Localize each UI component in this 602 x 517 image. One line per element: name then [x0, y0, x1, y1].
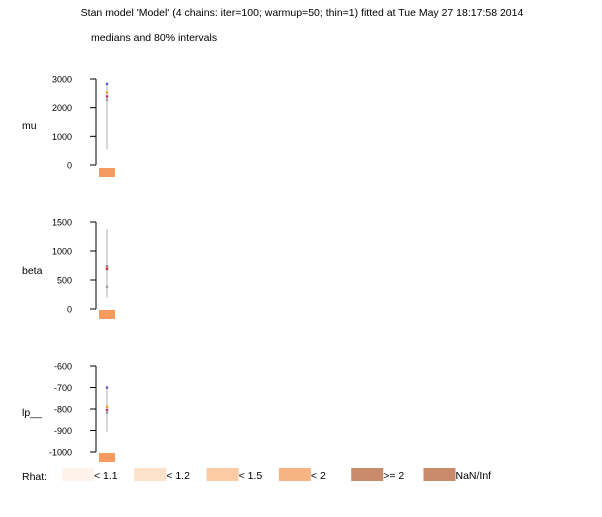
rhat-legend: Rhat: < 1.1 < 1.2 < 1.5 < 2 >= 2 NaN/Inf [22, 468, 491, 483]
panel-lp: lp__ -1000 -900 -800 -700 -600 [22, 362, 115, 462]
rhat-legend-item: < 2 [278, 468, 326, 482]
y-tick-label: 1000 [52, 247, 72, 257]
chart-title: Stan model 'Model' (4 chains: iter=100; … [81, 7, 524, 19]
parameter-label: lp__ [22, 407, 42, 419]
parameter-panels: mu 0 1000 2000 3000 beta 0 500 1000 1500 lp__ -1000… [22, 75, 115, 462]
rhat-legend-swatch [278, 468, 311, 481]
rhat-legend-title: Rhat: [22, 471, 47, 483]
chain-median-point [105, 82, 109, 86]
chain-median-point [105, 95, 109, 98]
rhat-legend-swatch [62, 468, 94, 481]
y-tick-label: 3000 [52, 75, 72, 85]
y-tick-label: 1000 [52, 132, 72, 142]
chain-median-point [105, 411, 109, 415]
rhat-legend-item: < 1.1 [62, 468, 118, 482]
y-tick-label: 500 [57, 276, 72, 286]
chain-median-point [105, 408, 109, 412]
rhat-indicator [99, 168, 115, 177]
rhat-legend-label: >= 2 [383, 470, 404, 482]
rhat-legend-item: NaN/Inf [423, 468, 492, 482]
y-tick-label: -1000 [49, 448, 72, 458]
chain-median-point [105, 267, 109, 271]
y-tick-label: -700 [54, 383, 72, 393]
rhat-legend-swatch [134, 468, 167, 481]
y-tick-label: 0 [67, 305, 72, 315]
y-tick-label: 0 [67, 161, 72, 171]
chart-subtitle: medians and 80% intervals [91, 32, 217, 44]
rhat-legend-label: < 2 [311, 470, 326, 482]
y-tick-label: -600 [54, 362, 72, 372]
rhat-legend-label: < 1.1 [94, 470, 118, 482]
rhat-legend-item: < 1.2 [134, 468, 190, 482]
rhat-legend-label: NaN/Inf [456, 470, 492, 482]
rhat-legend-swatch [206, 468, 239, 481]
rhat-legend-item: >= 2 [351, 468, 404, 482]
rhat-legend-swatch [351, 468, 384, 481]
rhat-legend-label: < 1.2 [166, 470, 190, 482]
chain-median-point [105, 98, 109, 102]
rhat-legend-swatch [423, 468, 456, 481]
y-tick-label: 2000 [52, 103, 72, 113]
chain-median-point [105, 386, 109, 389]
y-tick-label: -800 [54, 405, 72, 415]
chain-median-point [105, 91, 109, 94]
rhat-legend-item: < 1.5 [206, 468, 263, 482]
panel-beta: beta 0 500 1000 1500 [22, 218, 115, 319]
rhat-indicator [99, 453, 115, 462]
rhat-indicator [99, 310, 115, 319]
y-tick-label: -900 [54, 426, 72, 436]
chain-median-point [105, 405, 109, 409]
chain-median-point [105, 285, 109, 289]
y-tick-label: 1500 [52, 218, 72, 228]
parameter-label: mu [22, 120, 37, 132]
panel-mu: mu 0 1000 2000 3000 [22, 75, 115, 177]
rhat-legend-label: < 1.5 [239, 470, 263, 482]
parameter-label: beta [22, 265, 43, 277]
